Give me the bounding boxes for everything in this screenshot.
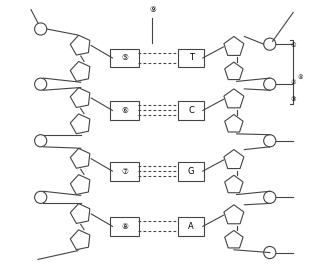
FancyBboxPatch shape [178, 101, 204, 120]
Text: ③: ③ [290, 97, 296, 102]
Text: ②: ② [290, 80, 296, 85]
Circle shape [35, 78, 47, 90]
FancyBboxPatch shape [178, 162, 204, 181]
Text: A: A [188, 222, 194, 231]
Circle shape [264, 246, 276, 259]
FancyBboxPatch shape [111, 217, 139, 236]
Text: ④: ④ [297, 75, 303, 80]
FancyBboxPatch shape [178, 49, 204, 67]
Text: G: G [188, 167, 194, 176]
Circle shape [264, 135, 276, 147]
FancyBboxPatch shape [111, 101, 139, 120]
Text: ①: ① [290, 43, 296, 48]
Text: ⑦: ⑦ [121, 167, 128, 176]
FancyBboxPatch shape [111, 162, 139, 181]
Circle shape [264, 191, 276, 203]
Text: ⑧: ⑧ [121, 222, 128, 231]
FancyBboxPatch shape [111, 49, 139, 67]
Circle shape [35, 135, 47, 147]
Circle shape [264, 78, 276, 90]
Text: C: C [188, 106, 194, 115]
Text: ⑨: ⑨ [149, 5, 156, 14]
Circle shape [35, 191, 47, 203]
Text: ⑥: ⑥ [121, 106, 128, 115]
FancyBboxPatch shape [178, 217, 204, 236]
Circle shape [264, 38, 276, 50]
Text: T: T [189, 54, 194, 62]
Text: ⑤: ⑤ [121, 54, 128, 62]
Circle shape [35, 23, 47, 35]
